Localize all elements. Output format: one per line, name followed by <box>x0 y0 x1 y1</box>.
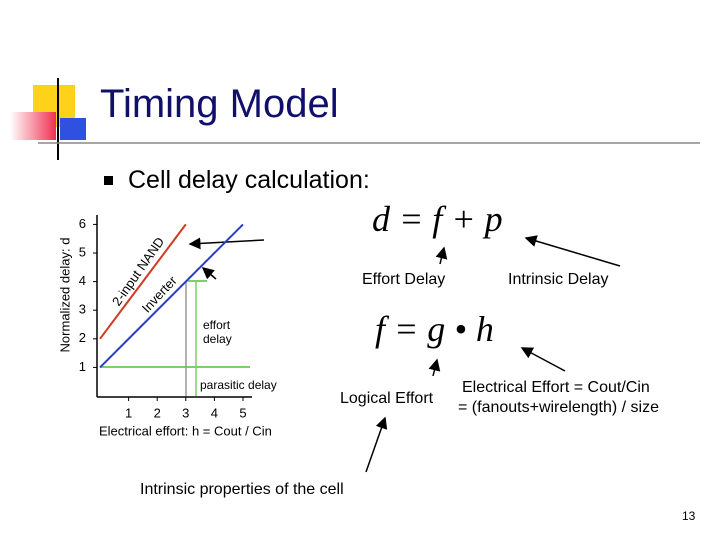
bullet-marker <box>104 176 113 185</box>
series-line <box>99 223 244 369</box>
decor-square <box>10 112 56 140</box>
x-tick-label: 3 <box>182 405 189 420</box>
label: Electrical Effort = Cout/Cin <box>462 379 650 396</box>
y-tick-label: 2 <box>79 330 86 345</box>
y-tick-label: 5 <box>79 244 86 259</box>
label: Intrinsic Delay <box>508 271 609 288</box>
y-axis-label: Normalized delay: d <box>57 238 72 353</box>
arrows <box>188 235 621 473</box>
reference-lines <box>100 280 250 396</box>
label: = (fanouts+wirelength) / size <box>458 399 659 416</box>
label: Intrinsic properties of the cell <box>140 481 344 498</box>
x-tick-label: 1 <box>125 405 132 420</box>
title: Timing Model <box>100 82 339 126</box>
formula: f = g • h <box>375 309 494 349</box>
x-tick-label: 5 <box>239 405 246 420</box>
y-tick-label: 3 <box>79 302 86 317</box>
y-tick-label: 6 <box>79 216 86 231</box>
series-line <box>99 223 187 340</box>
x-axis-label: Electrical effort: h = Cout / Cin <box>99 423 272 438</box>
y-tick-label: 1 <box>79 359 86 374</box>
bullet-text: Cell delay calculation: <box>128 166 370 194</box>
decor-square <box>60 118 86 140</box>
formula: d = f + p <box>372 199 503 239</box>
annotation: parasitic delay <box>200 378 277 392</box>
label: Effort Delay <box>362 271 446 288</box>
page-number: 13 <box>682 509 696 523</box>
annotation: effort delay <box>203 318 232 346</box>
label: Logical Effort <box>340 390 434 407</box>
x-tick-label: 2 <box>154 405 161 420</box>
x-tick-label: 4 <box>211 405 218 420</box>
y-tick-label: 4 <box>79 273 86 288</box>
